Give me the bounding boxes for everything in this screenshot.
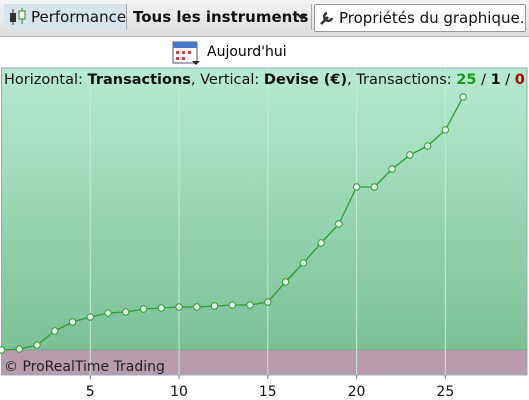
point (104, 309, 112, 317)
point (406, 151, 414, 159)
toolbar: Performance Tous les instruments Proprié… (0, 0, 529, 37)
info-text: Transactions (87, 72, 191, 88)
loss-count: 0 (514, 72, 525, 88)
point (51, 327, 59, 335)
point (388, 165, 396, 173)
info-line: Horizontal: Transactions, Vertical: Devi… (4, 72, 525, 88)
point (352, 183, 361, 191)
info-text: , Transactions: (347, 72, 457, 88)
candle-icon (10, 8, 26, 25)
point (139, 305, 148, 313)
point (122, 308, 130, 316)
point (281, 278, 290, 286)
info-text: Horizontal: (4, 72, 88, 88)
point (299, 259, 308, 267)
point (15, 345, 23, 353)
negative-zone (1, 350, 527, 375)
calendar-icon[interactable] (172, 39, 202, 67)
info-text: / (500, 72, 515, 88)
point (335, 220, 343, 228)
today-label[interactable]: Aujourd'hui (207, 44, 287, 60)
point (459, 93, 467, 101)
point (86, 313, 94, 321)
properties-label: Propriétés du graphique... (339, 9, 526, 27)
wrench-icon (320, 11, 334, 25)
point (264, 298, 272, 306)
point (370, 183, 379, 191)
date-row: Aujourd'hui (0, 37, 529, 67)
instruments-dropdown[interactable]: Tous les instruments (128, 4, 312, 30)
point (317, 239, 325, 247)
properties-button[interactable]: Propriétés du graphique... (314, 4, 526, 32)
x-tick-label: 5 (86, 384, 95, 400)
point (193, 303, 201, 311)
info-text: Devise (€) (263, 72, 348, 88)
dropdown-arrow (297, 15, 307, 20)
point (175, 303, 183, 311)
chart: 5 10 15 20 25 © ProRealTime Trading (0, 67, 528, 400)
watermark: © ProRealTime Trading (4, 359, 165, 375)
plot-border (1, 67, 528, 376)
point (441, 126, 450, 134)
x-tick-label: 15 (259, 384, 277, 400)
point (0, 346, 6, 354)
x-tick-label: 10 (170, 384, 188, 400)
point (210, 302, 219, 310)
plot-background (1, 68, 527, 350)
point (246, 301, 254, 309)
info-text: / (476, 72, 491, 88)
x-tick-label: 25 (436, 384, 454, 400)
instruments-label: Tous les instruments (133, 8, 309, 26)
performance-label: Performance (31, 8, 127, 26)
point (423, 142, 432, 150)
point (68, 318, 77, 326)
x-tick-label: 20 (348, 384, 366, 400)
point (157, 304, 165, 312)
neutral-count: 1 (490, 72, 501, 88)
point (228, 301, 236, 309)
win-count: 25 (456, 72, 477, 88)
point (33, 341, 41, 349)
performance-button[interactable]: Performance (4, 4, 127, 30)
info-text: , Vertical: (190, 72, 264, 88)
